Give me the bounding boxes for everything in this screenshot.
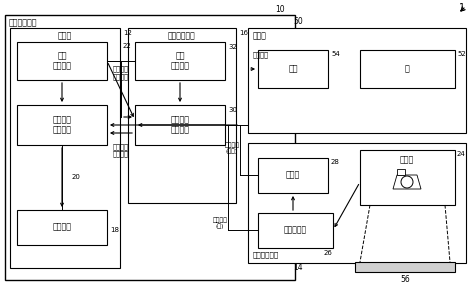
Text: 位置信息
(马达): 位置信息 (马达) xyxy=(225,142,239,154)
Text: 移动部: 移动部 xyxy=(253,32,267,41)
Bar xyxy=(135,105,225,145)
Text: 18: 18 xyxy=(110,227,119,233)
Text: 32: 32 xyxy=(228,44,237,50)
Text: 22: 22 xyxy=(123,43,132,49)
Text: 30: 30 xyxy=(228,107,237,113)
Text: 16: 16 xyxy=(239,30,248,36)
Text: 54: 54 xyxy=(331,51,340,57)
Bar xyxy=(248,143,466,263)
Text: 56: 56 xyxy=(400,275,410,284)
Bar xyxy=(258,50,328,88)
Text: 控制器: 控制器 xyxy=(58,32,72,41)
Text: 马达控制装置: 马达控制装置 xyxy=(168,32,196,41)
Text: 位置信息
(头): 位置信息 (头) xyxy=(212,217,228,229)
Text: 10: 10 xyxy=(275,4,285,13)
Text: 12: 12 xyxy=(123,30,132,36)
Bar xyxy=(5,15,295,280)
Text: 马达: 马达 xyxy=(288,65,298,74)
Bar xyxy=(17,105,107,145)
Text: 编码器: 编码器 xyxy=(286,171,300,180)
Text: 驱动信号: 驱动信号 xyxy=(253,52,269,58)
Text: 1: 1 xyxy=(459,3,465,13)
Bar xyxy=(17,42,107,80)
Text: 第二信号
处理电路: 第二信号 处理电路 xyxy=(171,115,190,135)
Text: 通知装置: 通知装置 xyxy=(53,223,72,232)
Text: 第一信号
处理电路: 第一信号 处理电路 xyxy=(53,115,72,135)
Text: 第一
输入装置: 第一 输入装置 xyxy=(53,51,72,71)
Text: 位置检测装置: 位置检测装置 xyxy=(253,252,279,258)
Text: 26: 26 xyxy=(324,250,332,256)
Text: 动作指令
距离信息: 动作指令 距离信息 xyxy=(113,66,129,80)
Text: 摄像机: 摄像机 xyxy=(400,156,414,164)
Bar xyxy=(360,150,455,205)
Text: 马达控制系统: 马达控制系统 xyxy=(9,18,37,27)
Text: 头: 头 xyxy=(405,65,410,74)
Text: 20: 20 xyxy=(72,174,81,180)
Bar xyxy=(10,28,120,268)
Bar xyxy=(135,42,225,80)
Polygon shape xyxy=(393,175,421,189)
Text: 24: 24 xyxy=(457,151,466,157)
Bar xyxy=(258,213,333,248)
Text: 判定信号
位置信息: 判定信号 位置信息 xyxy=(113,143,129,157)
Bar xyxy=(128,28,236,203)
Text: 28: 28 xyxy=(331,159,340,165)
Bar xyxy=(360,50,455,88)
Bar xyxy=(17,210,107,245)
Text: 14: 14 xyxy=(293,263,303,272)
Text: 第二
输入装置: 第二 输入装置 xyxy=(171,51,190,71)
Bar xyxy=(355,262,455,272)
Text: 图像处理部: 图像处理部 xyxy=(283,225,307,234)
Bar xyxy=(248,28,466,133)
Polygon shape xyxy=(397,169,405,175)
Bar xyxy=(258,158,328,193)
Text: 50: 50 xyxy=(293,18,303,27)
Text: 52: 52 xyxy=(457,51,466,57)
